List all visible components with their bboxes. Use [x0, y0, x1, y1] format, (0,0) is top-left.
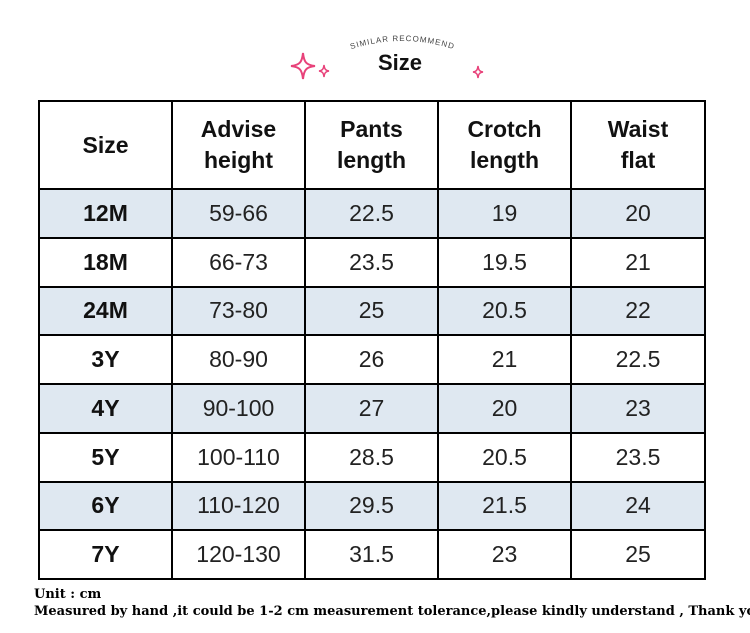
table-cell-waist-flat: 21 — [570, 236, 706, 288]
table-cell-crotch-length: 21.5 — [437, 480, 572, 532]
table-row: 12M 59-66 22.5 19 20 — [38, 188, 706, 239]
table-cell-advise-height: 66-73 — [171, 236, 306, 288]
table-row: 18M 66-73 23.5 19.5 21 — [38, 236, 706, 288]
table-cell-waist-flat: 25 — [570, 529, 706, 580]
table-cell-crotch-length: 20 — [437, 383, 572, 434]
table-cell-advise-height: 90-100 — [171, 383, 306, 434]
table-cell-size: 5Y — [38, 431, 173, 483]
table-cell-crotch-length: 23 — [437, 529, 572, 580]
table-row: 24M 73-80 25 20.5 22 — [38, 285, 706, 337]
column-header-waist-flat: Waist flat — [570, 100, 706, 190]
table-cell-advise-height: 100-110 — [171, 431, 306, 483]
table-cell-waist-flat: 23.5 — [570, 431, 706, 483]
notes: Unit : cm Measured by hand ,it could be … — [34, 586, 750, 620]
table-cell-advise-height: 59-66 — [171, 188, 306, 239]
table-cell-pants-length: 23.5 — [304, 236, 439, 288]
tolerance-note: Measured by hand ,it could be 1-2 cm mea… — [34, 604, 750, 619]
table-row: 3Y 80-90 26 21 22.5 — [38, 334, 706, 385]
table-header-row: Size Advise height Pants length Crotch length W… — [38, 100, 706, 190]
table-cell-size: 18M — [38, 236, 173, 288]
table-cell-size: 3Y — [38, 334, 173, 385]
table-row: 7Y 120-130 31.5 23 25 — [38, 529, 706, 580]
column-header-crotch-length: Crotch length — [437, 100, 572, 190]
sparkle-right-icon — [472, 65, 484, 79]
table-cell-size: 12M — [38, 188, 173, 239]
table-cell-pants-length: 25 — [304, 285, 439, 337]
similar-recommend-arc-text: SIMILAR RECOMMEND — [349, 34, 456, 51]
sparkle-large-icon — [290, 52, 316, 80]
table-cell-advise-height: 80-90 — [171, 334, 306, 385]
table-cell-pants-length: 28.5 — [304, 431, 439, 483]
table-cell-advise-height: 120-130 — [171, 529, 306, 580]
table-cell-crotch-length: 19.5 — [437, 236, 572, 288]
table-cell-crotch-length: 20.5 — [437, 285, 572, 337]
header: SIMILAR RECOMMEND Size — [0, 0, 750, 100]
table-body: 12M 59-66 22.5 19 20 18M 66-73 23.5 19.5 21 24M 73-… — [38, 188, 706, 580]
table-cell-pants-length: 29.5 — [304, 480, 439, 532]
table-cell-waist-flat: 23 — [570, 383, 706, 434]
table-cell-advise-height: 73-80 — [171, 285, 306, 337]
table-cell-pants-length: 22.5 — [304, 188, 439, 239]
table-cell-advise-height: 110-120 — [171, 480, 306, 532]
table-cell-waist-flat: 22.5 — [570, 334, 706, 385]
table-cell-waist-flat: 24 — [570, 480, 706, 532]
table-cell-size: 4Y — [38, 383, 173, 434]
table-cell-pants-length: 27 — [304, 383, 439, 434]
table-cell-pants-length: 31.5 — [304, 529, 439, 580]
table-cell-waist-flat: 22 — [570, 285, 706, 337]
table-cell-size: 6Y — [38, 480, 173, 532]
table-row: 4Y 90-100 27 20 23 — [38, 383, 706, 434]
table-row: 5Y 100-110 28.5 20.5 23.5 — [38, 431, 706, 483]
table-cell-crotch-length: 19 — [437, 188, 572, 239]
table-cell-size: 24M — [38, 285, 173, 337]
sparkle-small-icon — [318, 64, 330, 78]
table-cell-crotch-length: 21 — [437, 334, 572, 385]
table-cell-size: 7Y — [38, 529, 173, 580]
page-title: Size — [377, 50, 423, 75]
unit-note: Unit : cm — [34, 587, 102, 602]
table-row: 6Y 110-120 29.5 21.5 24 — [38, 480, 706, 532]
column-header-advise-height: Advise height — [171, 100, 306, 190]
table-cell-pants-length: 26 — [304, 334, 439, 385]
column-header-pants-length: Pants length — [304, 100, 439, 190]
table-cell-crotch-length: 20.5 — [437, 431, 572, 483]
svg-text:SIMILAR RECOMMEND: SIMILAR RECOMMEND — [349, 34, 456, 51]
table-cell-waist-flat: 20 — [570, 188, 706, 239]
size-chart-table: Size Advise height Pants length Crotch length W… — [38, 100, 706, 580]
column-header-size: Size — [38, 100, 173, 190]
